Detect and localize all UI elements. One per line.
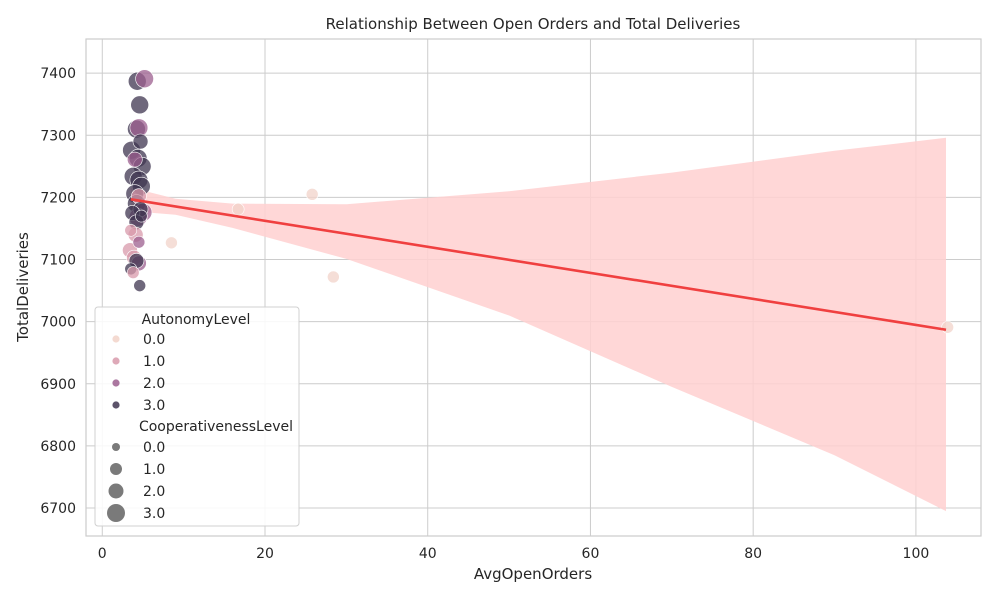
legend-hue-marker bbox=[112, 379, 120, 387]
scatter-points bbox=[122, 69, 954, 334]
legend-size-marker bbox=[108, 483, 124, 499]
legend-size-label: 1.0 bbox=[143, 462, 165, 478]
scatter-point bbox=[124, 224, 138, 237]
scatter-point bbox=[130, 95, 149, 115]
x-tick-label: 80 bbox=[744, 546, 762, 562]
scatter-point bbox=[132, 133, 149, 150]
legend: AutonomyLevel 0.0 1.0 2.0 3.0 Cooperativeness… bbox=[94, 306, 300, 527]
y-tick-label: 7300 bbox=[40, 128, 76, 144]
scatter-point bbox=[133, 279, 146, 292]
x-tick-label: 0 bbox=[98, 546, 107, 562]
y-axis-label: TotalDeliveries bbox=[14, 232, 32, 343]
y-tick-label: 6800 bbox=[40, 439, 76, 455]
legend-size-marker bbox=[112, 443, 120, 451]
x-tick-label: 40 bbox=[419, 546, 437, 562]
regression-line bbox=[130, 197, 947, 332]
scatter-point bbox=[135, 209, 148, 223]
legend-size-marker bbox=[110, 463, 122, 475]
y-tick-label: 7000 bbox=[40, 315, 76, 331]
x-tick-label: 60 bbox=[582, 546, 600, 562]
legend-size-label: 3.0 bbox=[143, 506, 165, 522]
tick-labels: 0 20 40 60 80 100 6700 6800 6900 7000 7100 7200 7300… bbox=[40, 66, 929, 562]
scatter-point bbox=[126, 266, 140, 279]
scatter-point bbox=[231, 202, 245, 216]
scatter-point bbox=[165, 236, 178, 250]
legend-box bbox=[94, 306, 300, 527]
y-tick-label: 7200 bbox=[40, 190, 76, 206]
legend-size-title: CooperativenessLevel bbox=[139, 419, 293, 435]
legend-hue-label: 3.0 bbox=[143, 398, 165, 414]
scatter-point bbox=[305, 188, 319, 201]
legend-size-label: 0.0 bbox=[143, 440, 165, 456]
legend-hue-marker bbox=[112, 335, 120, 343]
y-tick-label: 6900 bbox=[40, 377, 76, 393]
chart-title: Relationship Between Open Orders and Tot… bbox=[326, 15, 741, 33]
legend-hue-title: AutonomyLevel bbox=[142, 312, 251, 328]
x-tick-label: 20 bbox=[256, 546, 274, 562]
scatter-point bbox=[941, 320, 954, 334]
legend-hue-label: 2.0 bbox=[143, 376, 165, 392]
scatter-point bbox=[327, 270, 340, 284]
x-tick-label: 100 bbox=[903, 546, 930, 562]
legend-hue-label: 0.0 bbox=[143, 332, 165, 348]
scatter-point bbox=[127, 151, 143, 168]
plot-frame bbox=[85, 38, 982, 537]
legend-hue-label: 1.0 bbox=[143, 354, 165, 370]
scatter-point bbox=[135, 69, 154, 89]
legend-hue-marker bbox=[112, 401, 120, 409]
x-axis-label: AvgOpenOrders bbox=[474, 565, 592, 583]
scatter-point bbox=[132, 235, 146, 249]
legend-size-label: 2.0 bbox=[143, 484, 165, 500]
y-tick-label: 7100 bbox=[40, 253, 76, 269]
y-tick-label: 6700 bbox=[40, 501, 76, 517]
legend-size-marker bbox=[107, 504, 125, 522]
legend-hue-marker bbox=[112, 357, 120, 365]
y-tick-label: 7400 bbox=[40, 66, 76, 82]
